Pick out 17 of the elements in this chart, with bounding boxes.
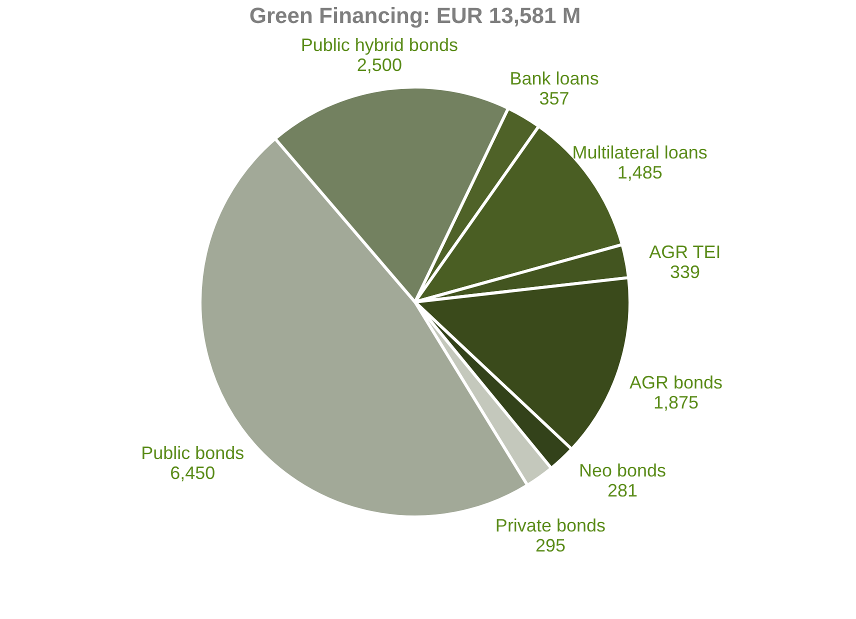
- slice-label: AGR bonds: [629, 372, 723, 392]
- chart-title: Green Financing: EUR 13,581 M: [249, 3, 581, 28]
- data-label: 281: [608, 480, 638, 500]
- slice-label: Neo bonds: [578, 460, 666, 480]
- data-label: 1,485: [617, 162, 662, 182]
- data-label: 339: [670, 262, 700, 282]
- slice-label: Bank loans: [510, 68, 599, 89]
- slice-label: Public hybrid bonds: [300, 35, 458, 56]
- data-label: 295: [535, 536, 566, 556]
- data-label: 357: [539, 88, 570, 109]
- slice-label: AGR TEI: [649, 242, 721, 262]
- slice-label: Public bonds: [141, 442, 244, 463]
- data-label: 6,450: [170, 462, 216, 483]
- slice-label: Private bonds: [495, 516, 606, 536]
- data-label: 2,500: [356, 55, 402, 76]
- slice-label: Multilateral loans: [572, 142, 708, 162]
- data-label: 1,875: [653, 392, 699, 412]
